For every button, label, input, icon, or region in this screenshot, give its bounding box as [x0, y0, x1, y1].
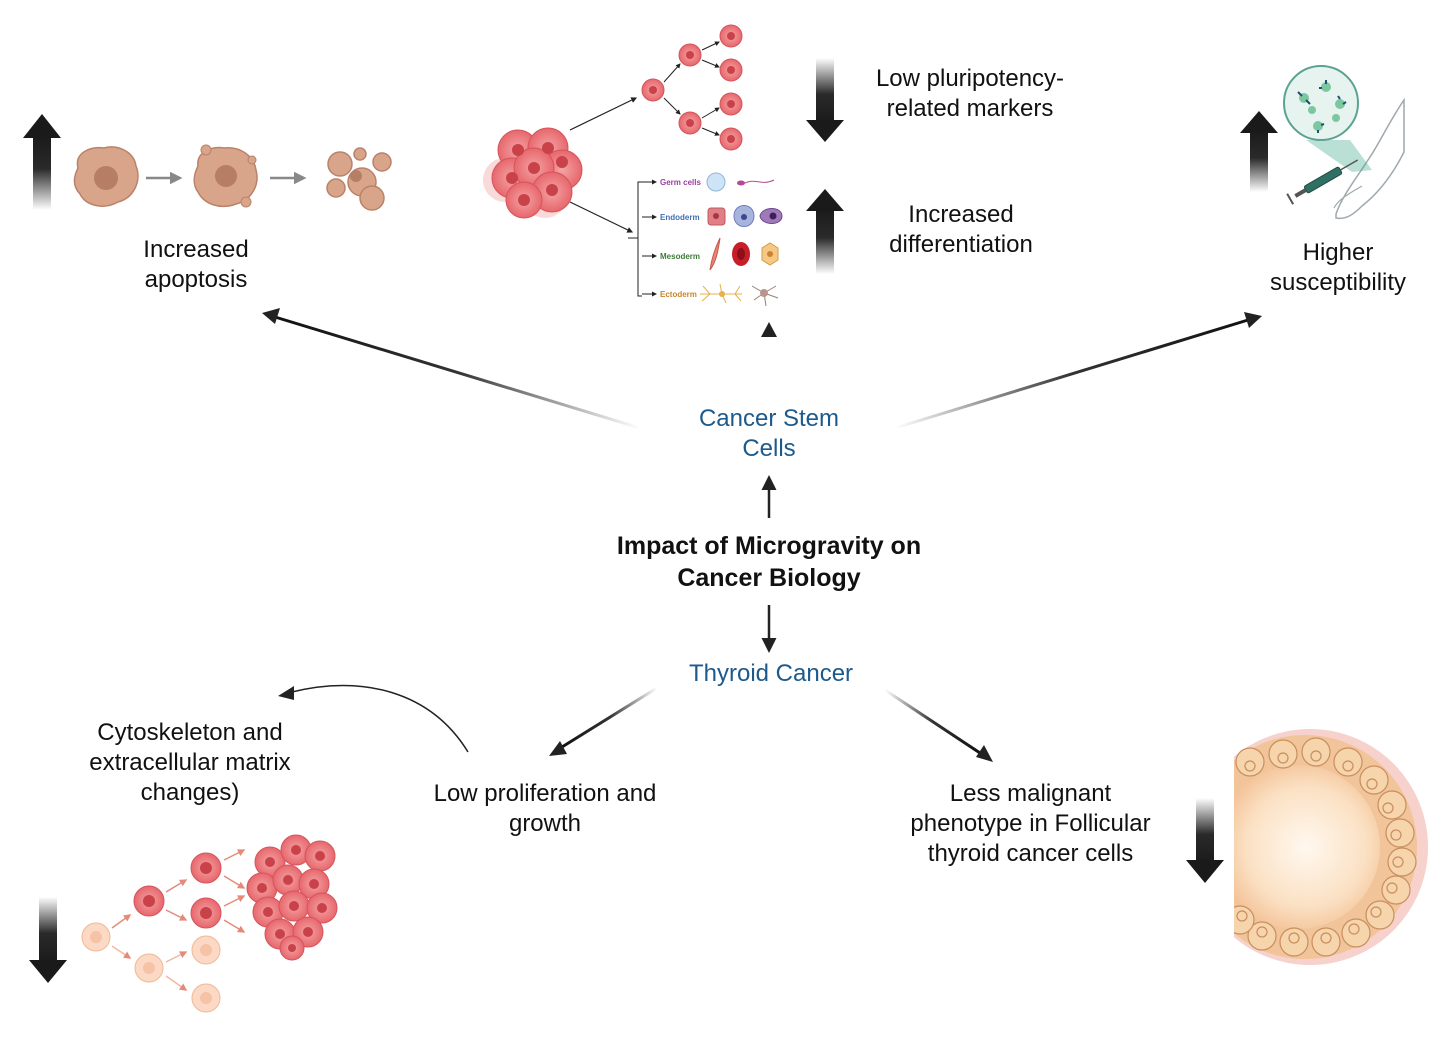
- thyroid-follicle-illustration: [1234, 729, 1428, 965]
- increased-apoptosis-label: Increased apoptosis: [96, 235, 296, 295]
- ectoderm-label: Ectoderm: [660, 290, 697, 299]
- csc-line-2: Cells: [742, 435, 796, 462]
- malignant-line-2: phenotype in Follicular: [910, 810, 1151, 837]
- mesoderm-label: Mesoderm: [660, 252, 700, 261]
- cytoskeleton-changes-label: Cytoskeleton and extracellular matrix ch…: [60, 718, 320, 808]
- apoptosis-line-1: Increased: [143, 236, 249, 263]
- pluripotency-line-2: related markers: [886, 95, 1054, 122]
- malignant-line-1: Less malignant: [949, 780, 1112, 807]
- cytoskeleton-line-3: changes): [140, 779, 240, 806]
- cytoskeleton-line-1: Cytoskeleton and: [97, 719, 283, 746]
- low-proliferation-label: Low proliferation and growth: [410, 779, 680, 839]
- germ-layers-panel: Germ cells Endoderm Mesoderm Ectoderm: [628, 172, 783, 307]
- stem-cell-cluster-illustration: [483, 127, 583, 219]
- differentiation-line-2: differentiation: [889, 231, 1033, 258]
- increased-differentiation-label: Increased differentiation: [856, 200, 1066, 260]
- thyroid-cancer-node: Thyroid Cancer: [688, 660, 854, 687]
- apoptosis-cells-illustration: [73, 144, 392, 211]
- susceptibility-line-2: susceptibility: [1269, 269, 1407, 296]
- cancer-stem-cells-node: Cancer Stem Cells: [669, 404, 869, 464]
- csc-to-apoptosis-arrow: [262, 308, 641, 430]
- csc-line-1: Cancer Stem: [698, 405, 840, 432]
- low-pluripotency-label: Low pluripotency- related markers: [852, 64, 1088, 124]
- csc-to-susceptibility-arrow: [894, 312, 1262, 430]
- proliferation-cells-illustration: [81, 834, 338, 1013]
- less-malignant-label: Less malignant phenotype in Follicular t…: [888, 779, 1173, 869]
- title-line-2: Cancer Biology: [677, 564, 861, 592]
- pluripotency-down-arrow-icon: [806, 58, 844, 142]
- differentiation-line-1: Increased: [908, 201, 1014, 228]
- pluripotency-line-1: Low pluripotency-: [875, 65, 1065, 92]
- apoptosis-line-2: apoptosis: [144, 266, 248, 293]
- csc-to-differentiation-arrow: [761, 322, 777, 395]
- susceptibility-line-1: Higher: [1302, 239, 1374, 266]
- endoderm-label: Endoderm: [660, 213, 700, 222]
- susceptibility-up-arrow-icon: [1240, 111, 1278, 192]
- malignant-line-3: thyroid cancer cells: [927, 840, 1134, 867]
- germ-cells-label: Germ cells: [660, 178, 701, 187]
- proliferation-line-1: Low proliferation and: [433, 780, 657, 807]
- susceptibility-illustration: [1283, 65, 1405, 220]
- proliferation-down-arrow-icon: [29, 897, 67, 983]
- thyroid-to-proliferation-arrow: [549, 686, 658, 756]
- higher-susceptibility-label: Higher susceptibility: [1248, 238, 1428, 298]
- title-line-1: Impact of Microgravity on: [616, 532, 922, 560]
- cytoskeleton-line-2: extracellular matrix: [89, 749, 291, 776]
- diagram-title: Impact of Microgravity on Cancer Biology: [584, 530, 954, 594]
- thyroid-to-malignant-arrow: [884, 688, 993, 762]
- stem-cell-division-tree: [569, 24, 743, 233]
- proliferation-to-cytoskeleton-arrow: [278, 684, 469, 753]
- malignant-down-arrow-icon: [1186, 798, 1224, 883]
- differentiation-up-arrow-icon: [806, 189, 844, 274]
- apoptosis-up-arrow-icon: [23, 114, 61, 210]
- proliferation-line-2: growth: [508, 810, 582, 837]
